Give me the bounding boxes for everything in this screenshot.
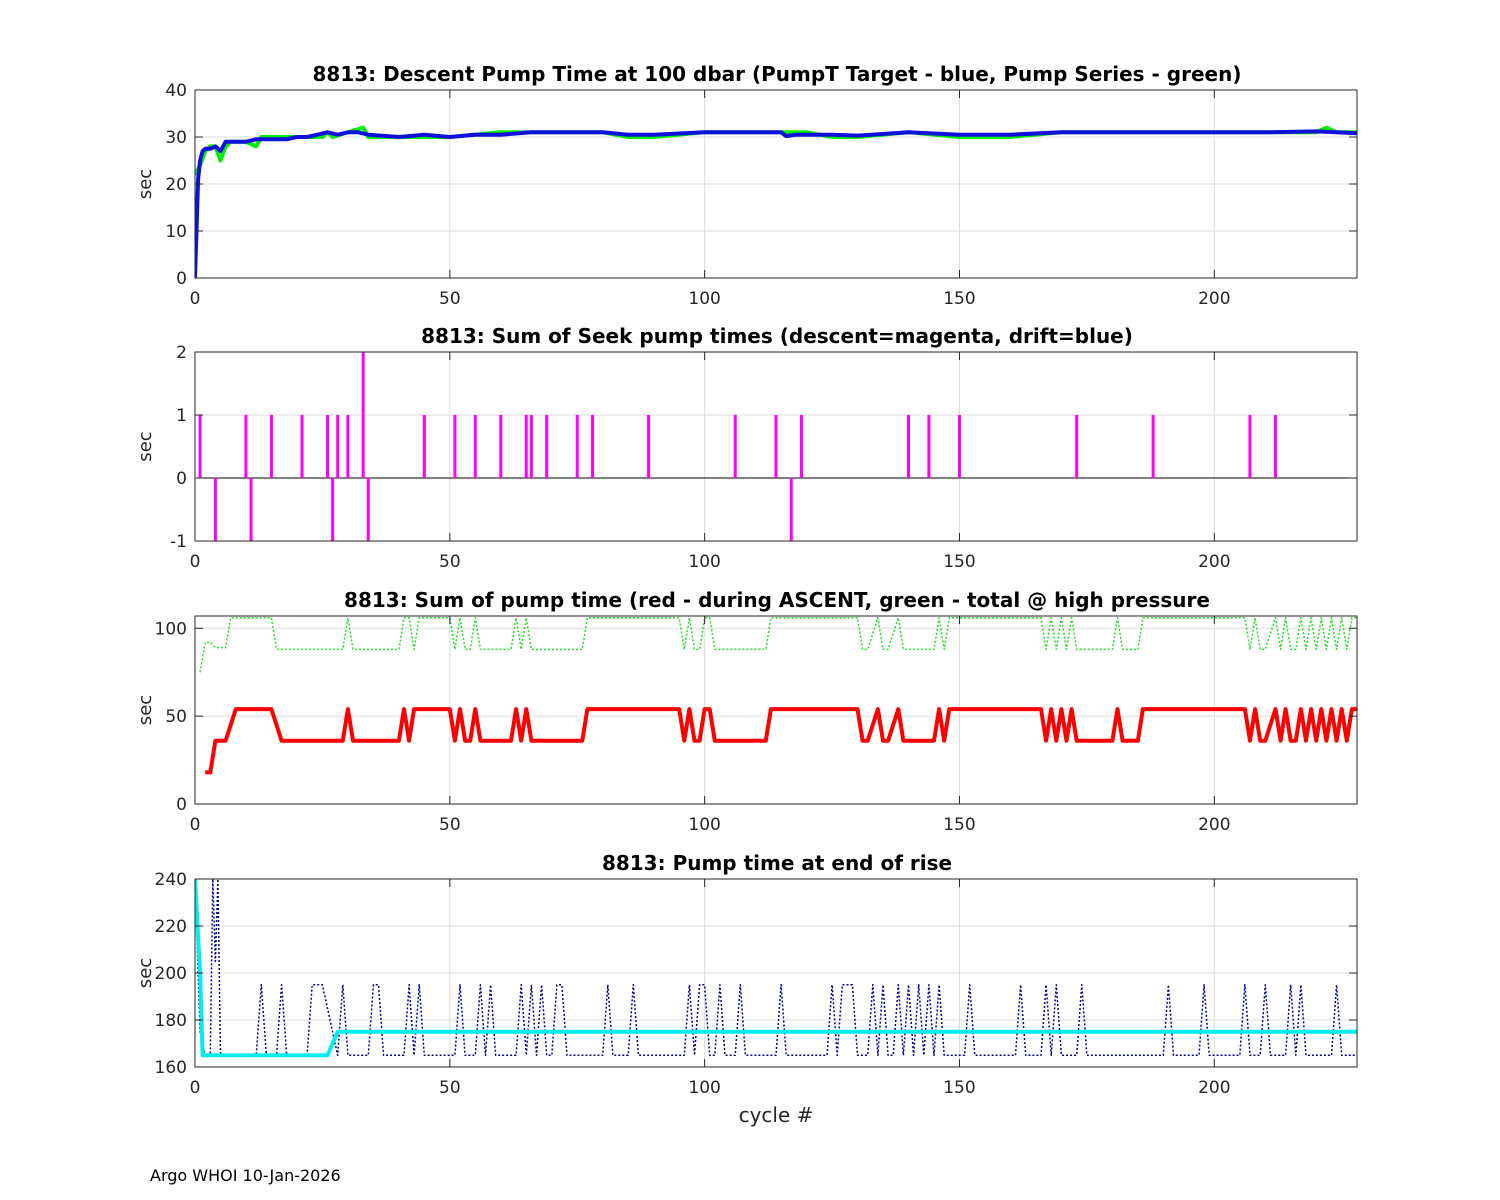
x-tick-label: 200 (1198, 552, 1230, 572)
chart-3: 0 50 100 150 200 0 50 100 8813: Sum of pump time… (135, 588, 1358, 835)
y-tick-label: 50 (165, 707, 187, 727)
y-tick-label: 200 (155, 964, 187, 984)
x-tick-label: 200 (1198, 815, 1230, 835)
x-tick-label: 100 (688, 815, 720, 835)
y-tick-label: 0 (176, 269, 187, 289)
x-tick-label: 100 (688, 1078, 720, 1098)
y-tick-label: 160 (155, 1058, 187, 1078)
y-tick-label: 180 (155, 1011, 187, 1031)
x-tick-label: 50 (439, 552, 461, 572)
y-tick-label: 30 (165, 128, 187, 148)
chart-title: 8813: Descent Pump Time at 100 dbar (Pum… (313, 62, 1242, 86)
y-axis-label: sec (135, 169, 156, 199)
chart-4: 0 50 100 150 200 160 180 200 220 240 8813: Pump ti… (135, 851, 1358, 1127)
x-tick-label: 0 (190, 1078, 201, 1098)
x-tick-label: 150 (943, 552, 975, 572)
plot-area (199, 617, 1357, 775)
y-tick-label: 240 (155, 870, 187, 890)
axes-box (194, 615, 1358, 805)
x-tick-label: 50 (439, 289, 461, 309)
footer-text: Argo WHOI 10-Jan-2026 (150, 1166, 341, 1185)
x-tick-label: 200 (1198, 1078, 1230, 1098)
x-tick-label: 150 (943, 815, 975, 835)
x-tick-label: 50 (439, 815, 461, 835)
chart-title: 8813: Pump time at end of rise (602, 851, 952, 875)
x-tick-label: 50 (439, 1078, 461, 1098)
series-line-2 (205, 707, 1357, 775)
y-tick-label: 20 (165, 175, 187, 195)
x-tick-label: 0 (190, 552, 201, 572)
plot-area (195, 125, 1357, 278)
x-tick-label: 100 (688, 552, 720, 572)
y-tick-label: 100 (155, 619, 187, 639)
series-line-2 (195, 879, 1357, 1058)
x-tick-label: 150 (943, 1078, 975, 1098)
y-axis-label: sec (135, 695, 156, 725)
y-tick-label: 220 (155, 917, 187, 937)
chart-1: 0 50 100 150 200 0 10 20 30 40 8813: Descent Pump … (135, 62, 1358, 309)
x-tick-label: 200 (1198, 289, 1230, 309)
axes-box (194, 351, 1358, 542)
y-tick-label: 2 (176, 343, 187, 363)
plot-area (198, 352, 1277, 541)
y-axis-label: sec (135, 431, 156, 461)
y-tick-label: 10 (165, 222, 187, 242)
series-line-2 (195, 129, 1357, 278)
series-line-1 (199, 617, 1357, 673)
x-axis-label: cycle # (739, 1103, 814, 1127)
y-tick-label: 0 (176, 469, 187, 489)
y-axis-label: sec (135, 958, 156, 988)
y-tick-label: 40 (165, 81, 187, 101)
y-tick-label: 1 (176, 406, 187, 426)
x-tick-label: 0 (190, 289, 201, 309)
chart-title: 8813: Sum of pump time (red - during ASC… (344, 588, 1210, 612)
x-tick-label: 100 (688, 289, 720, 309)
x-tick-label: 150 (943, 289, 975, 309)
chart-title: 8813: Sum of Seek pump times (descent=ma… (421, 324, 1133, 348)
series-line-1 (195, 879, 1357, 1057)
x-tick-label: 0 (190, 815, 201, 835)
plot-area (195, 879, 1357, 1058)
y-tick-label: 0 (176, 795, 187, 815)
y-tick-label: -1 (170, 532, 187, 552)
